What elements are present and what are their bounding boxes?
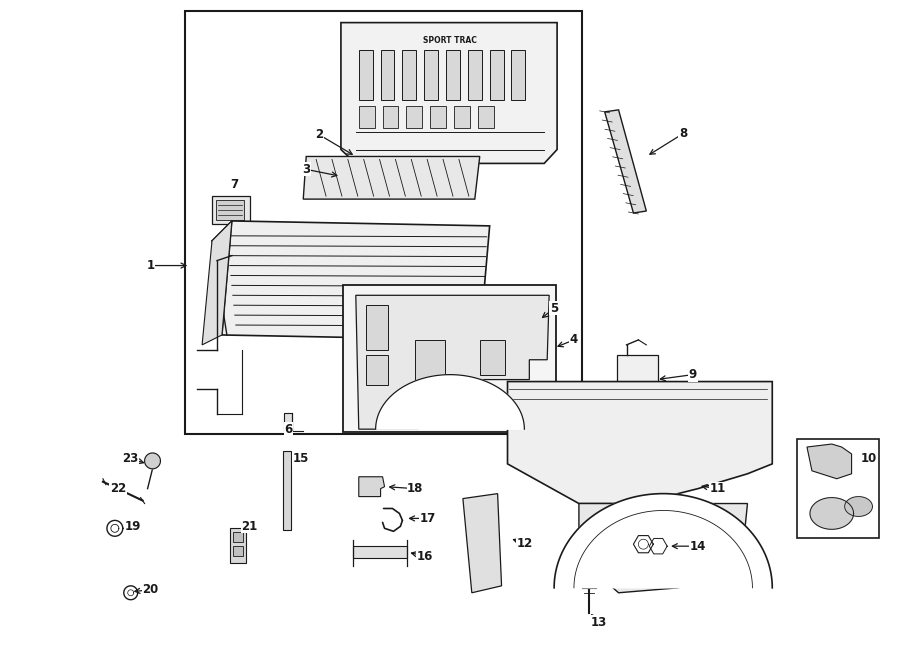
Polygon shape bbox=[341, 22, 557, 163]
Text: 16: 16 bbox=[417, 549, 434, 563]
Bar bbox=[216, 200, 244, 220]
Bar bbox=[185, 11, 582, 434]
Text: 8: 8 bbox=[679, 127, 687, 140]
Bar bbox=[407, 106, 422, 128]
Text: 18: 18 bbox=[407, 482, 424, 495]
Polygon shape bbox=[554, 494, 772, 588]
Polygon shape bbox=[845, 496, 872, 516]
Polygon shape bbox=[508, 381, 772, 504]
Bar bbox=[233, 532, 243, 542]
Text: 19: 19 bbox=[124, 520, 141, 533]
Text: 9: 9 bbox=[688, 368, 698, 381]
Bar bbox=[424, 50, 438, 100]
Bar bbox=[478, 106, 493, 128]
Polygon shape bbox=[303, 157, 480, 199]
Bar bbox=[382, 106, 399, 128]
Text: 22: 22 bbox=[110, 482, 126, 495]
Bar bbox=[381, 50, 394, 100]
Text: 12: 12 bbox=[517, 537, 533, 550]
Bar bbox=[402, 50, 417, 100]
Bar bbox=[511, 50, 526, 100]
Bar bbox=[233, 546, 243, 556]
Text: 6: 6 bbox=[284, 422, 292, 436]
Bar bbox=[343, 286, 556, 432]
Text: 11: 11 bbox=[709, 482, 726, 495]
Text: 2: 2 bbox=[315, 128, 323, 141]
Text: 17: 17 bbox=[420, 512, 436, 525]
Text: 21: 21 bbox=[241, 520, 257, 533]
Polygon shape bbox=[359, 477, 384, 496]
Bar bbox=[454, 106, 470, 128]
Bar bbox=[365, 305, 388, 350]
Text: 3: 3 bbox=[302, 163, 310, 176]
Text: 14: 14 bbox=[689, 539, 706, 553]
Polygon shape bbox=[649, 539, 667, 554]
Text: 1: 1 bbox=[147, 259, 155, 272]
Polygon shape bbox=[579, 504, 748, 593]
Bar bbox=[616, 355, 658, 385]
Text: 23: 23 bbox=[122, 452, 139, 465]
Bar bbox=[284, 451, 292, 530]
Bar bbox=[415, 340, 445, 389]
Bar bbox=[430, 106, 446, 128]
Bar bbox=[365, 355, 388, 385]
Bar bbox=[797, 439, 879, 538]
Polygon shape bbox=[634, 535, 653, 553]
Bar bbox=[359, 50, 373, 100]
Text: 7: 7 bbox=[230, 178, 238, 191]
Polygon shape bbox=[807, 444, 851, 479]
Text: 10: 10 bbox=[860, 452, 877, 465]
Polygon shape bbox=[605, 110, 646, 213]
Polygon shape bbox=[145, 453, 160, 469]
Bar bbox=[446, 50, 460, 100]
Bar bbox=[468, 50, 482, 100]
Text: 20: 20 bbox=[142, 583, 158, 596]
Text: 5: 5 bbox=[550, 301, 558, 315]
Text: 4: 4 bbox=[570, 333, 578, 346]
Bar bbox=[212, 196, 249, 224]
Bar bbox=[284, 413, 292, 431]
Text: SPORT TRAC: SPORT TRAC bbox=[423, 36, 477, 45]
Polygon shape bbox=[463, 494, 501, 593]
Text: 13: 13 bbox=[590, 616, 607, 629]
Bar bbox=[490, 50, 503, 100]
Polygon shape bbox=[202, 221, 232, 345]
Bar bbox=[480, 340, 505, 375]
Bar bbox=[359, 106, 374, 128]
Polygon shape bbox=[356, 295, 549, 429]
Bar bbox=[353, 546, 408, 558]
Polygon shape bbox=[810, 498, 853, 529]
Polygon shape bbox=[222, 221, 490, 340]
Text: 15: 15 bbox=[293, 452, 310, 465]
Bar bbox=[230, 528, 246, 563]
Polygon shape bbox=[375, 375, 525, 429]
